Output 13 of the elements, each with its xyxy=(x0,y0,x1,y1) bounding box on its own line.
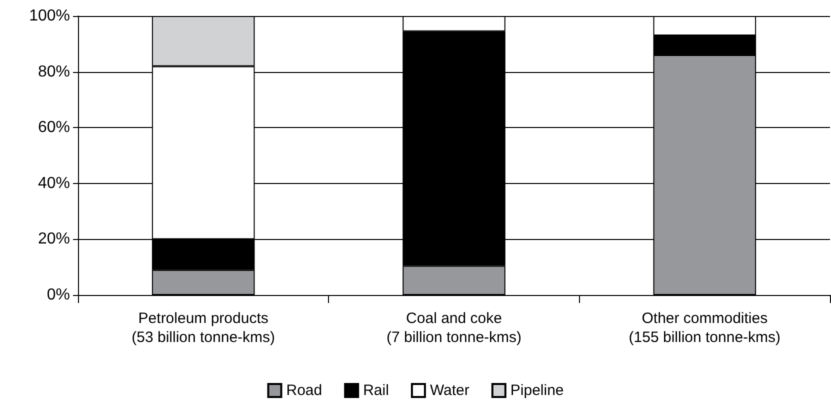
y-tick-label: 60% xyxy=(38,119,70,136)
legend-label: Rail xyxy=(363,382,389,399)
x-tick-label: Other commodities (155 billion tonne-kms) xyxy=(628,310,781,346)
y-tick-label: 40% xyxy=(38,174,70,192)
y-tick-label: 80% xyxy=(38,63,70,80)
y-tick-label: 100% xyxy=(29,8,70,24)
x-tick-label: Coal and coke (7 billion tonne-kms) xyxy=(386,310,522,346)
legend-label: Road xyxy=(286,382,322,399)
x-tick-label: Petroleum products (53 billion tonne-kms) xyxy=(132,310,276,346)
legend-label: Water xyxy=(430,382,470,399)
legend-label: Pipeline xyxy=(510,382,564,399)
y-tick-label: 0% xyxy=(46,286,70,304)
y-tick-label: 20% xyxy=(38,230,70,248)
